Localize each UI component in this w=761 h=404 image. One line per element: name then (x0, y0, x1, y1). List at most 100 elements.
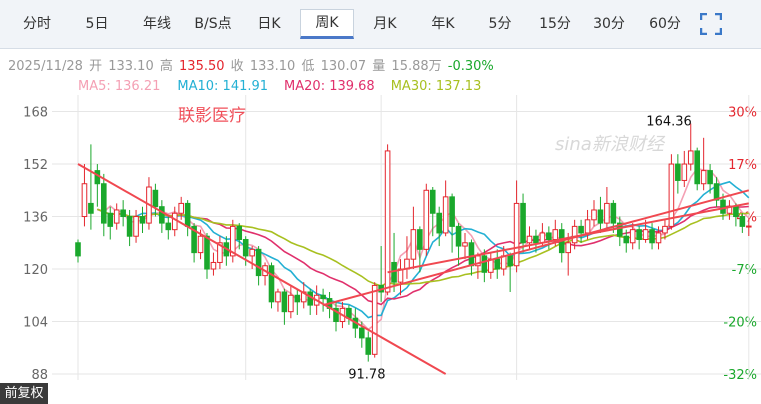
pct-tick-label: 17% (728, 158, 757, 173)
pct-tick-label: 30% (728, 106, 757, 121)
candle-body (255, 248, 262, 277)
fullscreen-icon[interactable] (699, 12, 723, 36)
ma-line-20 (96, 205, 749, 306)
candle-body (584, 219, 591, 234)
candle-body (417, 229, 423, 250)
candle-body (191, 225, 197, 254)
candle-body (242, 239, 249, 257)
tab-9[interactable]: 15分 (539, 16, 571, 32)
candle-body (139, 216, 146, 224)
candle-body (197, 235, 204, 254)
candle-body (171, 212, 178, 231)
tab-11[interactable]: 60分 (649, 16, 681, 32)
candle-body (662, 225, 668, 234)
candle-body (539, 232, 546, 244)
candle-body (500, 255, 507, 270)
tab-8[interactable]: 5分 (488, 16, 512, 32)
open-value: 133.10 (108, 59, 154, 74)
price-annotation: 91.78 (348, 368, 385, 383)
candle-body (668, 163, 675, 227)
candle-body (623, 235, 630, 244)
candle-body (617, 222, 623, 237)
ohlc-summary: 2025/11/28 开 133.10 高 135.50 收 133.10 低 … (8, 55, 496, 74)
candle-body (449, 196, 455, 227)
pct-tick-label: -20% (723, 316, 757, 331)
candle-body (546, 232, 552, 241)
candle-body (81, 183, 88, 218)
candle-body (610, 202, 617, 224)
candle-body (604, 202, 610, 224)
tab-3[interactable]: B/S点 (194, 16, 232, 32)
candle-body (133, 216, 139, 237)
y-tick-label: 120 (23, 263, 48, 278)
candle-body (423, 189, 430, 250)
candle-body (159, 206, 165, 224)
ma-legend-item-2: MA20: 139.68 (284, 79, 375, 94)
candle-body (281, 291, 288, 313)
candle-body (126, 216, 133, 237)
candle-body (649, 229, 655, 244)
candle-body (268, 265, 275, 303)
ma-legend-item-1: MA10: 141.91 (177, 79, 269, 94)
candle-body (700, 170, 707, 185)
candle-body (359, 327, 365, 339)
trendline (77, 163, 447, 375)
tab-4[interactable]: 日K (257, 16, 281, 32)
candle-body (204, 235, 210, 270)
candle-body (429, 189, 436, 214)
chart-watermark: sina新浪财经 (555, 134, 666, 155)
tab-0[interactable]: 分时 (23, 16, 51, 32)
candle-body (217, 242, 223, 263)
close-label: 收 (230, 59, 244, 74)
tab-7[interactable]: 年K (431, 16, 455, 32)
candle-body (571, 225, 578, 244)
candle-body (94, 170, 101, 185)
candle-body (681, 163, 688, 181)
candle-body (707, 170, 713, 185)
tab-5[interactable]: 周K (300, 9, 354, 39)
candle-body (636, 229, 642, 241)
candle-body (733, 206, 739, 218)
high-value: 135.50 (179, 59, 225, 74)
change-value: -0.30% (447, 59, 494, 74)
tab-6[interactable]: 月K (373, 16, 397, 32)
candle-body (462, 242, 468, 247)
candle-body (455, 225, 462, 247)
candle-body (642, 229, 649, 241)
candle-body (442, 196, 449, 234)
high-label: 高 (159, 59, 173, 74)
candle-body (578, 225, 584, 234)
candle-body (249, 248, 255, 257)
tab-1[interactable]: 5日 (85, 16, 109, 32)
y-tick-label: 104 (23, 316, 48, 331)
tab-10[interactable]: 30分 (593, 16, 625, 32)
candle-body (230, 225, 236, 257)
open-label: 开 (89, 59, 103, 74)
y-tick-label: 136 (23, 211, 48, 226)
candle-body (533, 235, 539, 244)
candle-body (591, 209, 597, 221)
chart-title: 联影医疗 (178, 106, 246, 126)
candle-body (687, 150, 694, 165)
candle-body (468, 242, 475, 267)
candle-body (107, 212, 114, 227)
candle-body (113, 209, 120, 224)
ma-legend: MA5: 136.21 MA10: 141.91 MA20: 139.68 MA30:… (78, 79, 481, 94)
volume-label: 量 (372, 59, 386, 74)
ma-line-10 (96, 180, 750, 319)
candle-body (597, 209, 604, 224)
kline-chart[interactable]: 16830%15217%1364%120-7%104-20%88-32%2023… (0, 95, 761, 385)
adjustment-label[interactable]: 前复权 (0, 383, 48, 404)
candle-body (746, 225, 752, 228)
tab-2[interactable]: 年线 (143, 16, 171, 32)
candle-body (236, 225, 243, 241)
ma-legend-item-0: MA5: 136.21 (78, 79, 161, 94)
candle-body (152, 189, 159, 208)
candle-body (720, 199, 726, 214)
ma-legend-item-3: MA30: 137.13 (390, 79, 482, 94)
candle-body (120, 209, 126, 218)
fullscreen-icon-glyph (699, 12, 723, 36)
candle-body (178, 202, 184, 214)
candle-body (288, 294, 294, 313)
candle-body (507, 255, 513, 267)
